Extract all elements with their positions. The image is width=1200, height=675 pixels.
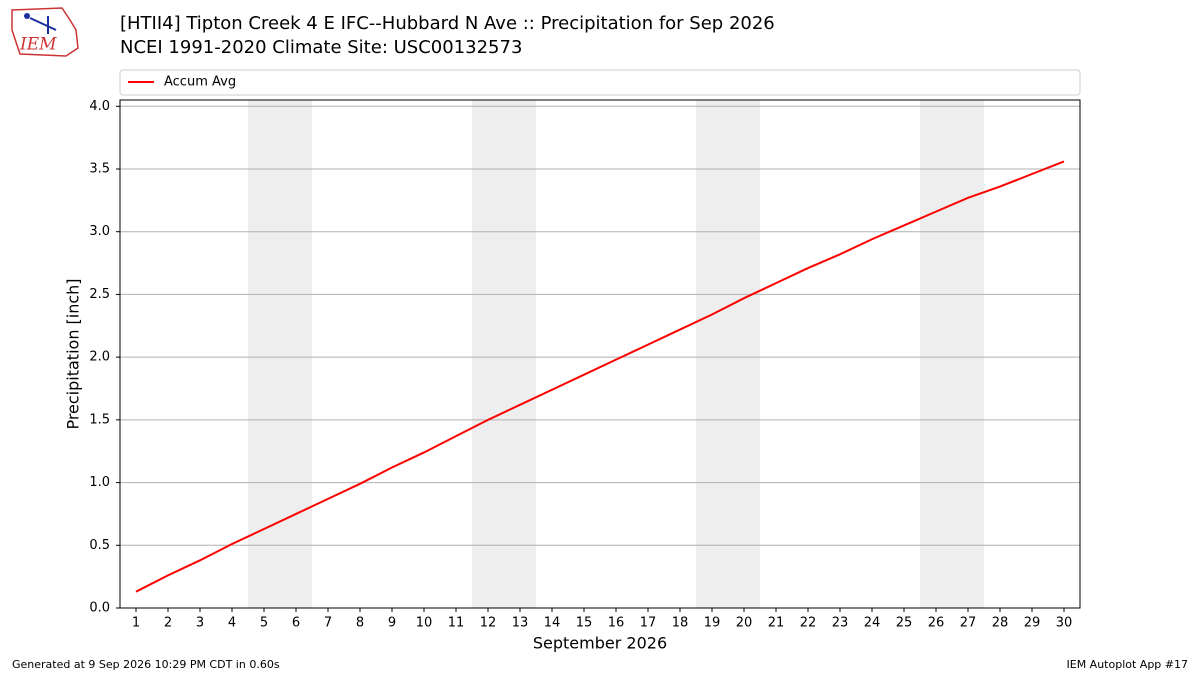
y-axis-label: Precipitation [inch] <box>64 278 83 429</box>
x-tick-label: 24 <box>864 616 881 631</box>
x-tick-label: 29 <box>1024 616 1041 631</box>
chart-subtitle: NCEI 1991-2020 Climate Site: USC00132573 <box>120 37 522 58</box>
y-tick-label: 1.5 <box>89 412 110 427</box>
x-tick-label: 6 <box>292 616 300 631</box>
data-line <box>135 160 1065 593</box>
shaded-band <box>248 100 312 608</box>
footer-right: IEM Autoplot App #17 <box>1067 658 1189 671</box>
y-tick-label: 2.0 <box>89 350 110 365</box>
x-tick-label: 15 <box>576 616 593 631</box>
y-tick-label: 4.0 <box>89 99 110 114</box>
logo: IEM <box>11 7 79 57</box>
x-tick-label: 12 <box>480 616 497 631</box>
x-tick-label: 22 <box>800 616 817 631</box>
footer-left: Generated at 9 Sep 2026 10:29 PM CDT in … <box>12 658 280 671</box>
y-tick-label: 1.0 <box>89 475 110 490</box>
shaded-band <box>920 100 984 608</box>
x-tick-label: 14 <box>544 616 561 631</box>
x-tick-label: 19 <box>704 616 721 631</box>
y-tick-label: 3.5 <box>89 161 110 176</box>
x-tick-label: 7 <box>324 616 332 631</box>
x-tick-label: 2 <box>164 616 172 631</box>
shaded-band <box>696 100 760 608</box>
x-tick-label: 21 <box>768 616 785 631</box>
x-axis-label: September 2026 <box>533 634 667 653</box>
x-tick-label: 26 <box>928 616 945 631</box>
x-tick-label: 30 <box>1056 616 1073 631</box>
y-tick-label: 0.5 <box>89 538 110 553</box>
x-tick-label: 1 <box>132 616 140 631</box>
x-tick-label: 10 <box>416 616 433 631</box>
x-tick-label: 9 <box>388 616 396 631</box>
shaded-band <box>472 100 536 608</box>
legend-label: Accum Avg <box>164 75 236 90</box>
x-tick-label: 18 <box>672 616 689 631</box>
chart-title: [HTII4] Tipton Creek 4 E IFC--Hubbard N … <box>120 13 775 34</box>
y-tick-label: 2.5 <box>89 287 110 302</box>
x-tick-label: 25 <box>896 616 913 631</box>
x-tick-label: 8 <box>356 616 364 631</box>
legend-box <box>119 69 1081 96</box>
x-tick-label: 20 <box>736 616 753 631</box>
x-tick-label: 3 <box>196 616 204 631</box>
x-tick-label: 28 <box>992 616 1009 631</box>
x-tick-label: 11 <box>448 616 465 631</box>
logo-text: IEM <box>19 35 57 55</box>
x-tick-label: 17 <box>640 616 657 631</box>
plot-frame <box>119 99 1081 609</box>
x-tick-label: 13 <box>512 616 529 631</box>
x-tick-label: 27 <box>960 616 977 631</box>
x-tick-label: 23 <box>832 616 849 631</box>
x-tick-label: 4 <box>228 616 236 631</box>
y-tick-label: 0.0 <box>89 601 110 616</box>
x-tick-label: 16 <box>608 616 625 631</box>
x-tick-label: 5 <box>260 616 268 631</box>
y-tick-label: 3.0 <box>89 224 110 239</box>
